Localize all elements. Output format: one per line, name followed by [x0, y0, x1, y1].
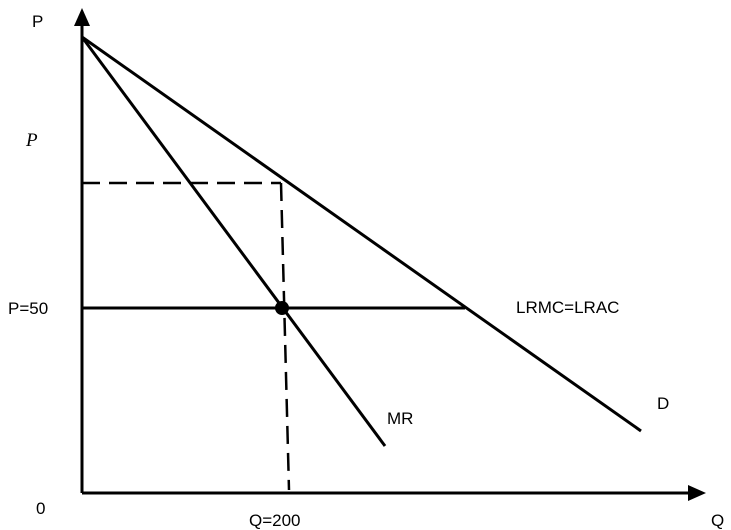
marginal-revenue-label: MR — [387, 409, 413, 428]
origin-label: 0 — [36, 499, 45, 518]
marginal-revenue-curve — [82, 37, 385, 446]
y-axis-arrowhead — [74, 8, 90, 26]
price-50-label: P=50 — [8, 299, 48, 318]
x-axis-arrowhead — [688, 485, 706, 501]
demand-label: D — [657, 394, 669, 413]
y-axis-label: P — [32, 12, 43, 31]
x-axis-label: Q — [711, 511, 724, 530]
quantity-dashed-line — [281, 183, 289, 490]
monopoly-price-label: P — [25, 130, 38, 151]
mr-mc-intersection-point — [275, 301, 289, 315]
quantity-200-label: Q=200 — [249, 511, 301, 530]
demand-curve — [82, 37, 641, 431]
cost-curve-label: LRMC=LRAC — [516, 298, 619, 317]
